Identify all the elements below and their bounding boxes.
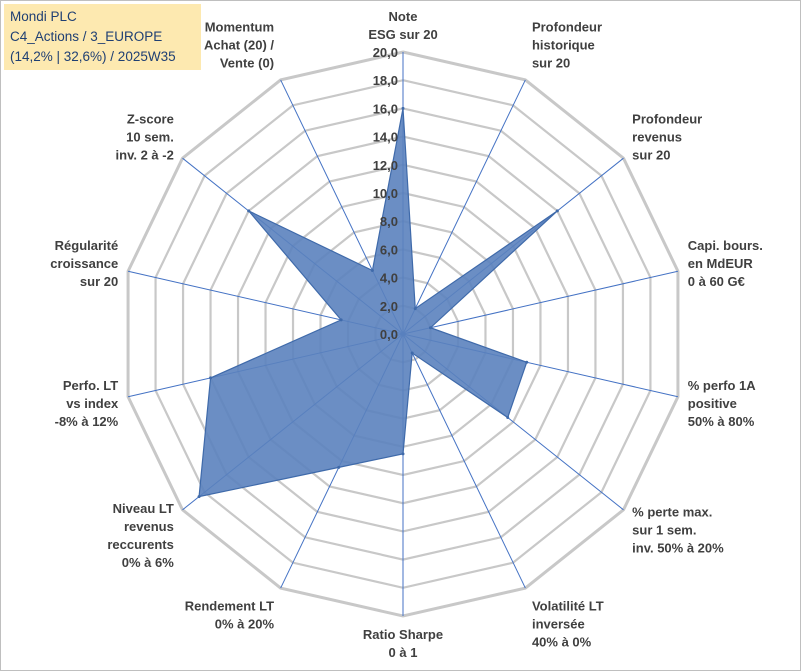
axis-label-line: Note: [389, 9, 418, 24]
data-point: [413, 307, 417, 311]
tick-label: 4,0: [380, 271, 398, 286]
axis-label-line: 10 sem.: [126, 130, 174, 145]
title-line-stats: (14,2% | 32,6%) / 2025W35: [10, 49, 176, 64]
axis-label: Momentum Achat (20) / Vente (0): [204, 20, 274, 71]
axis-label: Z-score 10 sem. inv. 2 à -2: [116, 112, 174, 163]
data-point: [410, 351, 414, 355]
tick-label: 18,0: [373, 73, 398, 88]
axis-label: Profondeur historique sur 20: [532, 20, 602, 71]
data-point: [555, 209, 559, 213]
tick-label: 20,0: [373, 45, 398, 60]
axis-label-line: inv. 50% à 20%: [632, 540, 724, 555]
axis-label-line: Z-score: [127, 112, 174, 127]
axis-label-line: historique: [532, 38, 595, 53]
axis-label-line: Volatilité LT: [532, 598, 604, 613]
data-point: [209, 376, 213, 380]
tick-label: 16,0: [373, 101, 398, 116]
axis-label-line: % perte max.: [632, 504, 712, 519]
axis-label-line: inversée: [532, 616, 585, 631]
axis-label: Rendement LT 0% à 20%: [185, 598, 275, 631]
axis-spoke: [402, 270, 679, 335]
data-point: [339, 318, 343, 322]
axis-label-line: Ratio Sharpe: [363, 627, 443, 642]
tick-label: 2,0: [380, 299, 398, 314]
axis-label-line: Régularité: [55, 238, 119, 253]
axis-label: Ratio Sharpe 0 à 1: [363, 627, 443, 660]
radar-tick-labels: 0,0 2,0 4,0 6,0 8,0 10,0 12,0 14,0 16,0 18,0 20,0: [373, 45, 398, 342]
axis-label: Perfo. LT vs index -8% à 12%: [55, 378, 119, 429]
axis-spoke: [402, 79, 526, 335]
axis-label-line: -8% à 12%: [55, 414, 119, 429]
data-point: [506, 416, 510, 420]
radar-series: [197, 106, 559, 499]
axis-label-line: 0% à 20%: [215, 616, 275, 631]
axis-label: Régularité croissance sur 20: [50, 238, 118, 289]
axis-label-line: reccurents: [107, 537, 173, 552]
data-point: [525, 360, 529, 364]
axis-label-line: positive: [688, 396, 737, 411]
axis-label-line: Rendement LT: [185, 598, 274, 613]
data-point: [247, 209, 251, 213]
axis-label-line: Achat (20) /: [204, 38, 274, 53]
title-line-company: Mondi PLC: [10, 9, 77, 24]
data-point: [337, 465, 341, 469]
axis-label-line: % perfo 1A: [688, 378, 757, 393]
title-line-category: C4_Actions / 3_EUROPE: [10, 29, 163, 44]
tick-label: 10,0: [373, 186, 398, 201]
axis-label-line: 0 à 60 G€: [688, 274, 745, 289]
axis-label-line: en MdEUR: [688, 256, 754, 271]
axis-label-line: sur 20: [532, 56, 570, 71]
axis-label-line: Niveau LT: [113, 501, 174, 516]
data-point: [401, 106, 405, 110]
axis-label-line: revenus: [632, 130, 682, 145]
axis-label-line: 0% à 6%: [122, 555, 174, 570]
axis-label-line: sur 1 sem.: [632, 522, 696, 537]
axis-label: Profondeur revenus sur 20: [632, 112, 702, 163]
tick-label: 8,0: [380, 214, 398, 229]
radar-axis-labels: Note ESG sur 20 Profondeur historique sur 20…: [50, 9, 763, 660]
data-point: [401, 452, 405, 456]
axis-label-line: Capi. bours.: [688, 238, 763, 253]
axis-label-line: Momentum: [205, 20, 274, 35]
chart-title-box: Mondi PLC C4_Actions / 3_EUROPE (14,2% |…: [4, 4, 201, 70]
axis-label-line: 40% à 0%: [532, 634, 592, 649]
data-point: [197, 495, 201, 499]
axis-label: Volatilité LT inversée 40% à 0%: [532, 598, 604, 649]
axis-label: % perfo 1A positive 50% à 80%: [688, 378, 757, 429]
axis-label-line: 0 à 1: [389, 645, 418, 660]
axis-label: Niveau LT revenus reccurents 0% à 6%: [107, 501, 174, 570]
axis-label-line: revenus: [124, 519, 174, 534]
axis-label: % perte max. sur 1 sem. inv. 50% à 20%: [632, 504, 724, 555]
axis-label-line: vs index: [66, 396, 119, 411]
axis-label-line: inv. 2 à -2: [116, 148, 174, 163]
axis-label-line: Vente (0): [220, 56, 274, 71]
axis-label-line: croissance: [50, 256, 118, 271]
tick-label: 12,0: [373, 158, 398, 173]
axis-label-line: Perfo. LT: [63, 378, 118, 393]
axis-label-line: Profondeur: [532, 20, 602, 35]
axis-label-line: ESG sur 20: [368, 27, 437, 42]
axis-label: Capi. bours. en MdEUR 0 à 60 G€: [688, 238, 763, 289]
axis-label-line: sur 20: [80, 274, 118, 289]
axis-label-line: Profondeur: [632, 112, 702, 127]
axis-label-line: 50% à 80%: [688, 414, 755, 429]
data-point: [428, 326, 432, 330]
tick-label: 0,0: [380, 327, 398, 342]
axis-spoke: [402, 333, 526, 589]
data-point: [370, 268, 374, 272]
axis-label: Note ESG sur 20: [368, 9, 437, 42]
tick-label: 14,0: [373, 130, 398, 145]
tick-label: 6,0: [380, 242, 398, 257]
axis-label-line: sur 20: [632, 148, 670, 163]
